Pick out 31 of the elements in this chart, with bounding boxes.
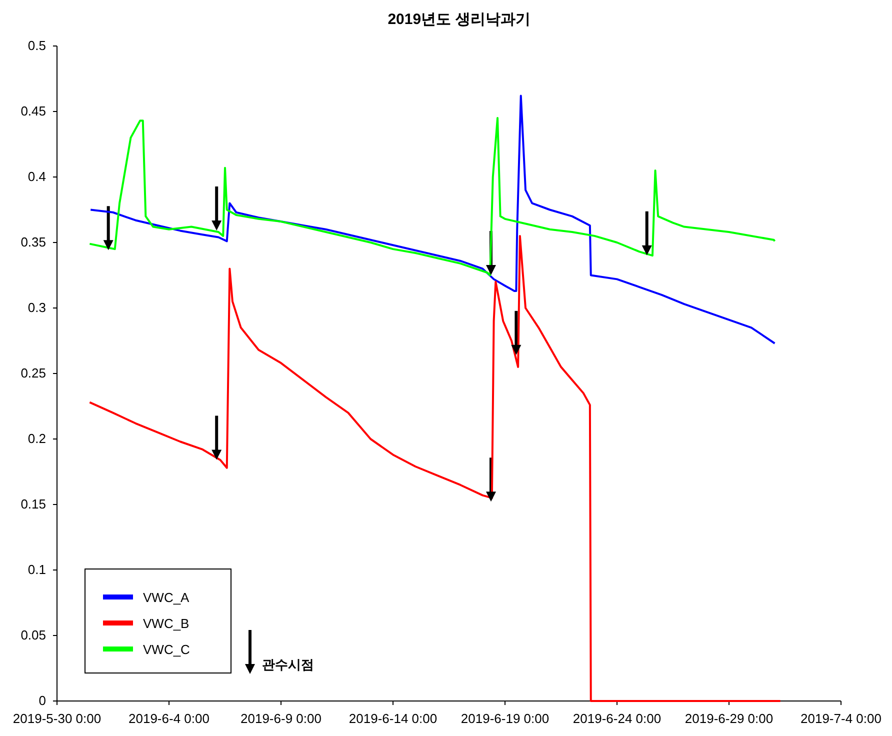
y-tick-label: 0.15 — [20, 496, 46, 512]
y-tick-label: 0.4 — [28, 169, 46, 184]
x-tick-label: 2019-5-30 0:00 — [12, 711, 102, 726]
y-tick-label: 0 — [38, 693, 46, 708]
y-tick-label: 0.35 — [20, 234, 46, 250]
point — [642, 245, 652, 256]
y-tick-label: 0.3 — [28, 300, 46, 315]
legend-label: VWC_B — [143, 616, 190, 631]
y-tick-label: 0.1 — [28, 562, 46, 577]
x-tick-label: 2019-6-29 0:00 — [684, 711, 774, 726]
y-tick-label: 0.2 — [28, 431, 46, 446]
point — [486, 492, 496, 502]
x-tick-label: 2019-6-19 0:00 — [460, 711, 550, 726]
y-tick-label: 0.45 — [20, 104, 46, 118]
x-tick-label: 2019-6-9 0:00 — [240, 711, 322, 726]
y-tick-label: 0.25 — [20, 366, 46, 380]
x-tick-label: 2019-7-4 0:00 — [800, 711, 882, 726]
x-tick-label: 2019-6-24 0:00 — [572, 711, 662, 726]
point — [212, 450, 222, 460]
legend-label: 관수시점 — [262, 657, 314, 672]
point — [511, 344, 522, 355]
y-tick-label: 0.5 — [28, 38, 46, 53]
chart-title: 2019년도 생리낙과기 — [388, 11, 530, 28]
legend-label: VWC_A — [143, 590, 190, 605]
point — [486, 265, 496, 276]
legend-label: VWC_C — [143, 642, 190, 657]
point — [212, 220, 222, 230]
x-tick-label: 2019-6-14 0:00 — [348, 711, 438, 726]
x-tick-label: 2019-6-4 0:00 — [128, 711, 210, 726]
y-tick-label: 0.05 — [20, 628, 46, 642]
point — [103, 240, 114, 250]
